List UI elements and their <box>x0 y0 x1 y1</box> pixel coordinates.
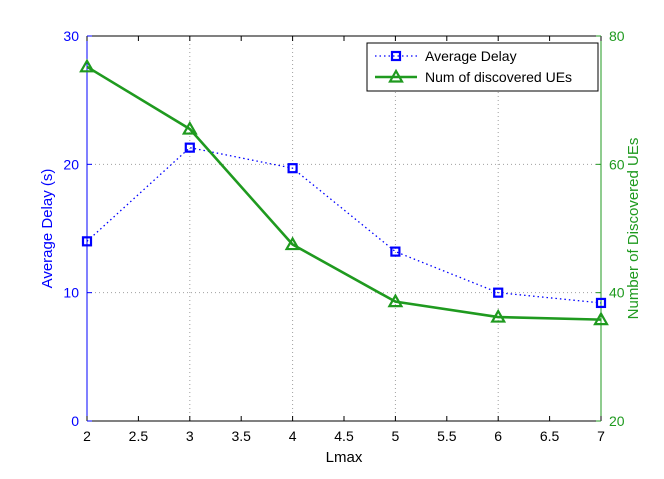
legend-discovered-ues-label: Num of discovered UEs <box>425 69 572 85</box>
left-y-axis-label: Average Delay (s) <box>39 169 56 289</box>
discovered-ues-point <box>79 58 95 73</box>
average-delay-point <box>390 246 401 257</box>
right-y-tick-label: 80 <box>609 28 625 44</box>
x-tick-label: 5.5 <box>437 428 457 444</box>
x-tick-label: 2.5 <box>129 428 149 444</box>
average-delay-point <box>493 287 504 298</box>
legend-discovered-ues-marker <box>388 68 404 83</box>
x-axis-label: Lmax <box>326 449 363 466</box>
x-tick-label: 3.5 <box>231 428 251 444</box>
right-y-tick-label: 60 <box>609 156 625 172</box>
left-y-tick-label: 30 <box>63 28 79 44</box>
legend-average-delay-marker <box>390 50 402 62</box>
x-tick-label: 4.5 <box>334 428 354 444</box>
average-delay-series-line <box>86 146 602 304</box>
x-tick-label: 7 <box>597 428 605 444</box>
right-y-tick-label: 40 <box>609 285 625 301</box>
legend-box <box>366 42 599 92</box>
x-tick-label: 4 <box>289 428 297 444</box>
right-y-axis-label: Number of Discovered UEs <box>625 138 642 320</box>
legend-average-delay-label: Average Delay <box>425 48 517 64</box>
x-tick-label: 2 <box>83 428 91 444</box>
discovered-ues-point <box>181 120 198 135</box>
average-delay-point <box>595 297 607 309</box>
discovered-ues-point <box>387 293 404 308</box>
x-tick-label: 6.5 <box>540 428 560 444</box>
x-tick-label: 6 <box>494 428 502 444</box>
average-delay-point <box>287 163 298 174</box>
discovered-ues-point <box>284 236 301 251</box>
left-y-tick-label: 20 <box>63 156 79 172</box>
left-y-tick-label: 10 <box>63 285 79 301</box>
discovered-ues-point <box>593 311 609 326</box>
right-y-tick-label: 20 <box>609 413 625 429</box>
plot-area <box>87 36 601 421</box>
x-tick-label: 3 <box>186 428 194 444</box>
x-tick-label: 5 <box>392 428 400 444</box>
left-y-tick-label: 0 <box>71 413 79 429</box>
average-delay-point <box>184 142 195 153</box>
average-delay-point <box>81 236 93 247</box>
discovered-ues-series-line <box>86 65 602 321</box>
discovered-ues-point <box>490 308 507 323</box>
